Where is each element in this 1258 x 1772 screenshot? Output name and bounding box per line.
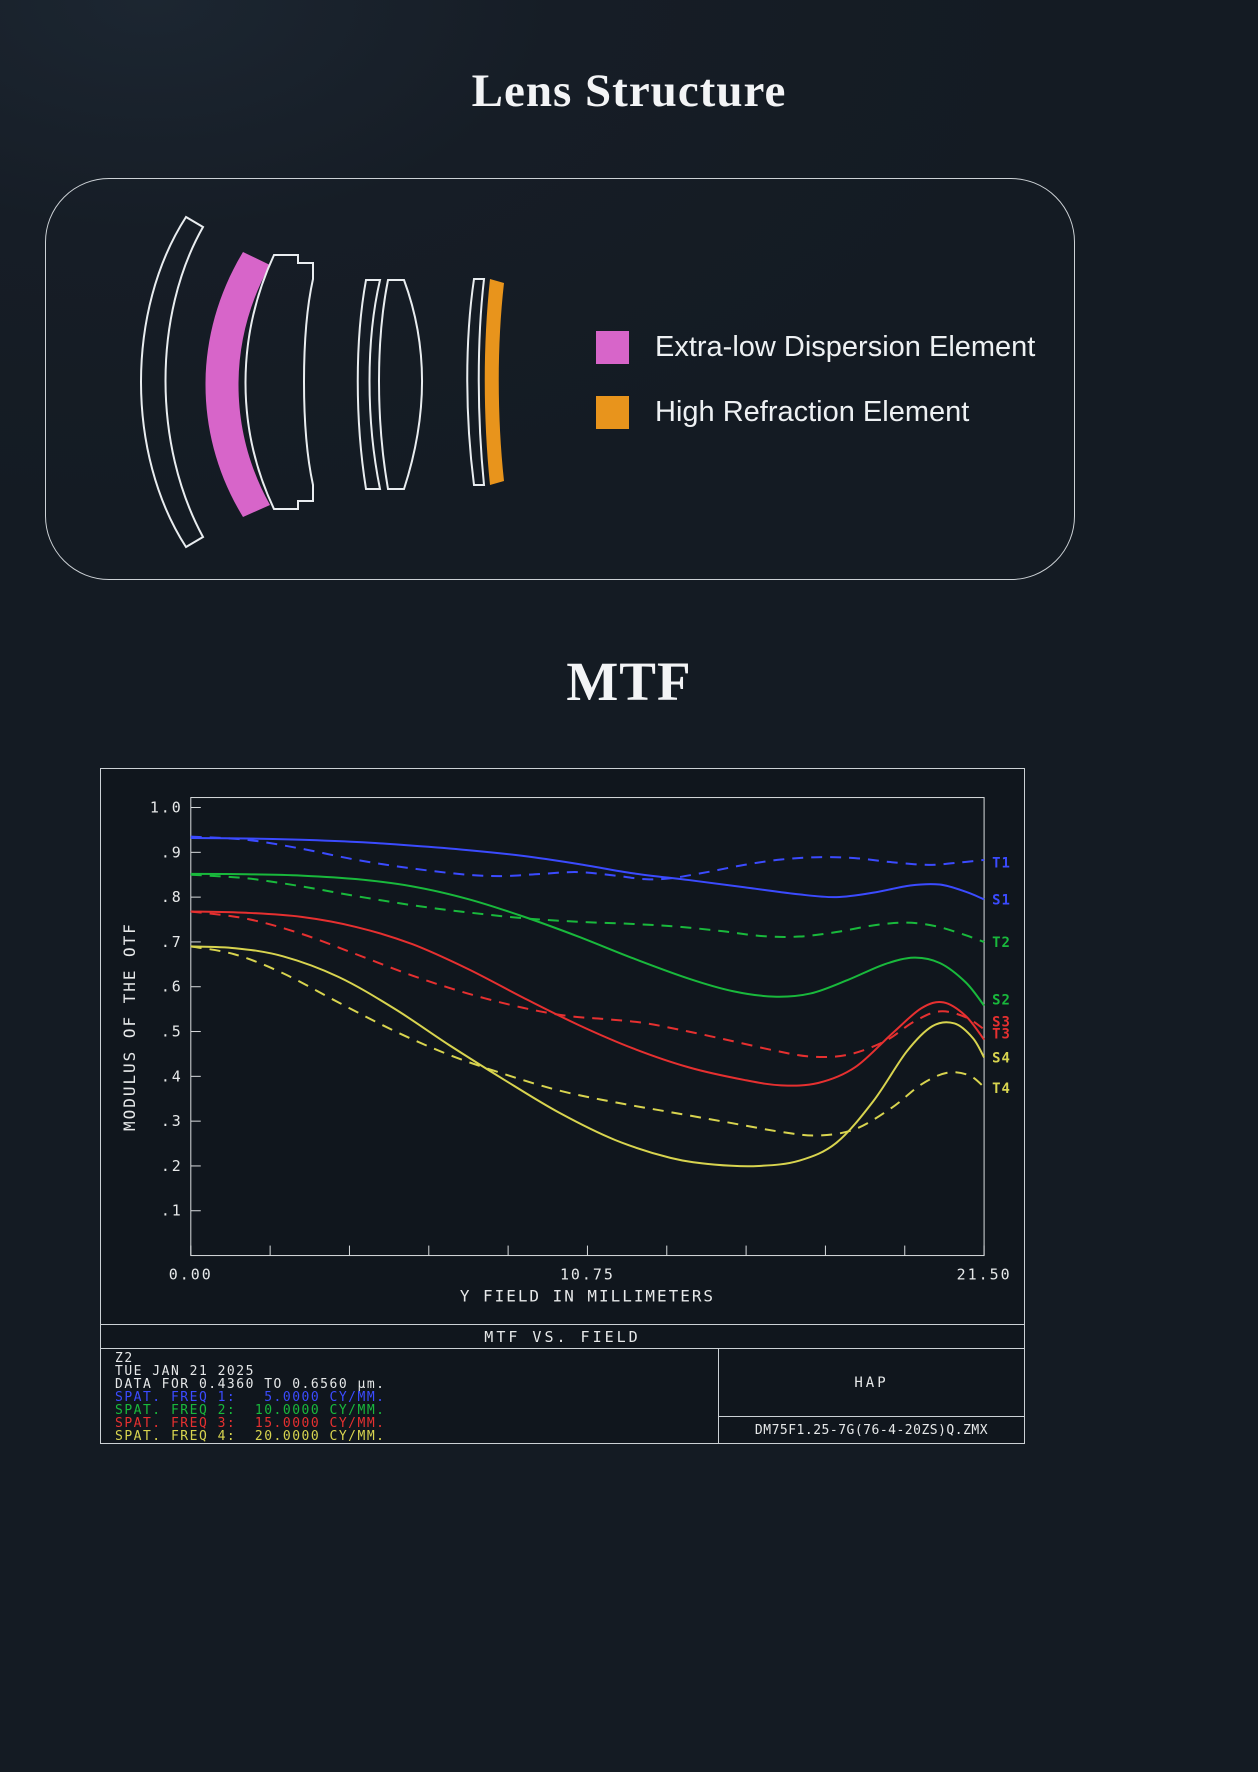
y-axis-title: MODULUS OF THE OTF (120, 922, 139, 1131)
spat-freq-1: SPAT. FREQ 1: 5.0000 CY/MM. (115, 1390, 386, 1405)
lens-diagram (140, 215, 504, 549)
curve-T2 (190, 873, 985, 943)
config-label: Z2 (115, 1351, 134, 1366)
spat-freq-4: SPAT. FREQ 4: 20.0000 CY/MM. (115, 1429, 386, 1444)
lens-element-1 (140, 215, 205, 549)
hr-element-swatch (596, 396, 629, 429)
y-tick-label: 1.0 (150, 799, 183, 817)
mtf-info-right: HAP DM75F1.25-7G(76-4-20ZS)Q.ZMX (718, 1349, 1024, 1443)
legend-item-hr: High Refraction Element (596, 396, 1035, 429)
lens-element-6-hr-glass (484, 279, 504, 485)
series-label-S3: S3 (992, 1015, 1011, 1031)
y-tick-label: .4 (161, 1067, 183, 1085)
hr-element-label: High Refraction Element (655, 396, 970, 428)
filename: DM75F1.25-7G(76-4-20ZS)Q.ZMX (754, 1422, 989, 1438)
curve-T1 (190, 835, 985, 881)
lens-title-box: HAP (719, 1349, 1024, 1417)
lens-title: HAP (854, 1374, 889, 1391)
mtf-chart-panel: 1.0 .9 .8 .7 .6 .5 .4 .3 .2 .1 0.00 10.75 21.50 Y FIE… (100, 768, 1025, 1444)
y-tick-label: .8 (161, 888, 183, 906)
x-tick-label: 10.75 (560, 1265, 615, 1283)
lens-element-3 (244, 254, 314, 510)
series-label-S4: S4 (992, 1051, 1011, 1067)
data-range-label: DATA FOR 0.4360 TO 0.6560 µm. (115, 1377, 386, 1392)
x-tick-label: 0.00 (169, 1265, 213, 1283)
mtf-title: MTF (566, 651, 692, 712)
ed-element-label: Extra-low Dispersion Element (655, 331, 1036, 363)
lens-structure-title: Lens Structure (471, 65, 787, 117)
curve-S2 (190, 872, 985, 1007)
mtf-info-left: Z2 TUE JAN 21 2025 DATA FOR 0.4360 TO 0.… (101, 1349, 718, 1443)
y-tick-label: .6 (161, 978, 183, 996)
y-tick-label: .5 (161, 1023, 183, 1041)
ed-element-swatch (596, 331, 629, 364)
spat-freq-3: SPAT. FREQ 3: 15.0000 CY/MM. (115, 1416, 386, 1431)
y-tick-label: .1 (161, 1202, 183, 1220)
mtf-caption: MTF VS. FIELD (484, 1327, 641, 1346)
lens-structure-card: Extra-low Dispersion Element High Refrac… (45, 178, 1075, 580)
spat-freq-2: SPAT. FREQ 2: 10.0000 CY/MM. (115, 1403, 386, 1418)
lens-element-2-ed-glass (205, 252, 270, 517)
curve-T4 (190, 945, 985, 1137)
x-axis-title: Y FIELD IN MILLIMETERS (460, 1286, 715, 1305)
lens-element-4b (378, 279, 423, 490)
series-label-T2: T2 (992, 935, 1011, 951)
filename-box: DM75F1.25-7G(76-4-20ZS)Q.ZMX (719, 1417, 1024, 1443)
series-label-T4: T4 (992, 1081, 1011, 1097)
series-label-S2: S2 (992, 992, 1011, 1008)
series-label-S1: S1 (992, 892, 1011, 908)
mtf-info-panel: Z2 TUE JAN 21 2025 DATA FOR 0.4360 TO 0.… (101, 1349, 1024, 1443)
mtf-plot-area: 1.0 .9 .8 .7 .6 .5 .4 .3 .2 .1 0.00 10.75 21.50 Y FIE… (101, 769, 1024, 1324)
x-tick-label: 21.50 (957, 1265, 1012, 1283)
lens-element-5 (466, 278, 486, 486)
lens-element-4a (356, 279, 382, 490)
lens-legend: Extra-low Dispersion Element High Refrac… (596, 331, 1035, 429)
series-label-T1: T1 (992, 856, 1011, 872)
y-tick-label: .7 (161, 933, 183, 951)
series-label-T3: T3 (992, 1026, 1011, 1042)
y-tick-label: .3 (161, 1112, 183, 1130)
curve-S1 (190, 836, 985, 901)
curve-T3 (190, 910, 985, 1059)
mtf-caption-row: MTF VS. FIELD (101, 1324, 1024, 1349)
legend-item-ed: Extra-low Dispersion Element (596, 331, 1035, 364)
y-tick-label: .9 (161, 843, 183, 861)
curve-S4 (190, 945, 985, 1168)
mtf-plot-svg: 1.0 .9 .8 .7 .6 .5 .4 .3 .2 .1 0.00 10.75 21.50 Y FIE… (120, 797, 1012, 1305)
date-label: TUE JAN 21 2025 (115, 1364, 255, 1379)
curve-S3 (190, 910, 985, 1087)
y-tick-label: .2 (161, 1157, 183, 1175)
